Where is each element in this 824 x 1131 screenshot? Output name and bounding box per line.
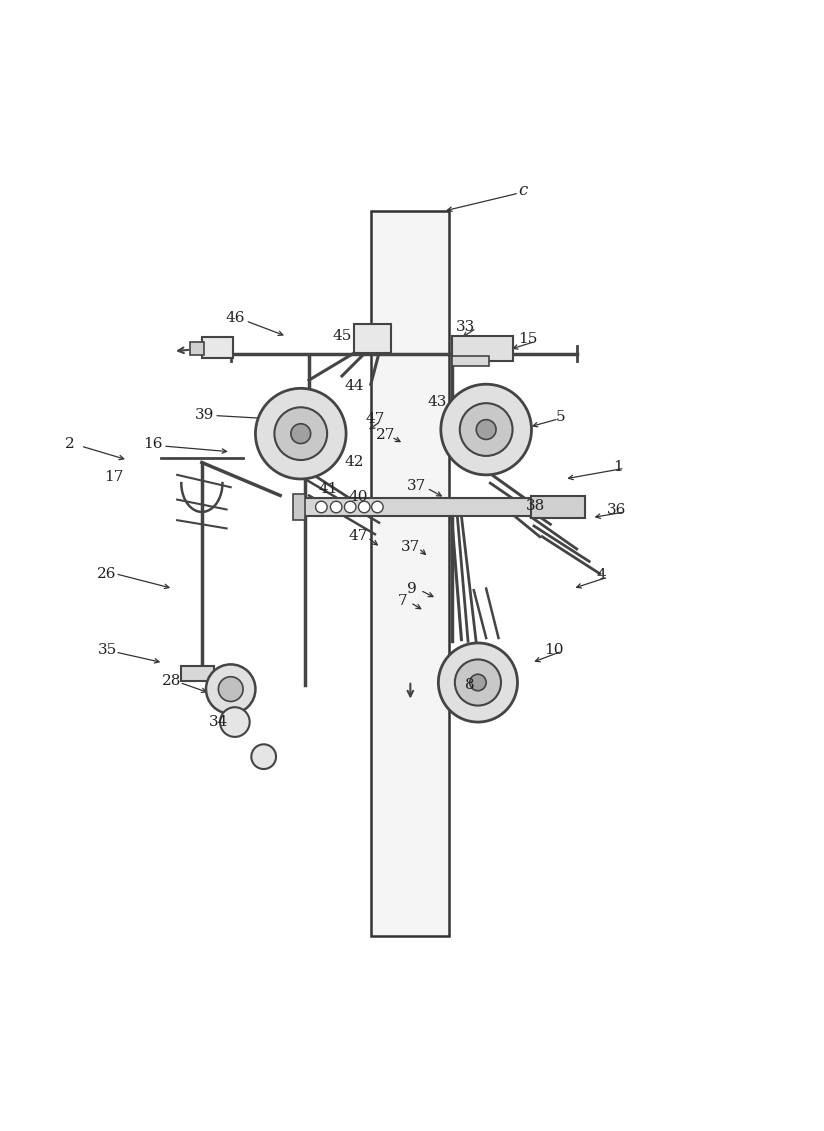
Text: 46: 46 (225, 311, 245, 326)
Circle shape (476, 420, 496, 440)
Bar (354, 325, 391, 353)
Bar (452, 356, 489, 366)
Text: 44: 44 (344, 379, 364, 392)
Text: 16: 16 (143, 437, 162, 450)
Circle shape (330, 501, 342, 512)
Text: 5: 5 (555, 411, 565, 424)
Text: 33: 33 (456, 320, 475, 334)
Text: 37: 37 (407, 480, 427, 493)
Circle shape (438, 642, 517, 722)
Text: 15: 15 (517, 331, 537, 346)
Bar (181, 666, 214, 681)
Circle shape (455, 659, 501, 706)
Text: 7: 7 (397, 594, 407, 608)
Circle shape (255, 388, 346, 480)
Bar (202, 337, 233, 357)
Text: 42: 42 (344, 456, 364, 469)
Circle shape (274, 407, 327, 460)
Text: 41: 41 (318, 482, 338, 495)
Bar (293, 494, 305, 520)
Circle shape (470, 674, 486, 691)
Text: 17: 17 (104, 469, 124, 484)
Text: 34: 34 (208, 715, 228, 729)
Text: 9: 9 (407, 581, 417, 596)
Text: c: c (518, 182, 528, 199)
Text: 45: 45 (332, 329, 352, 344)
Text: 39: 39 (194, 407, 214, 422)
Bar (452, 336, 513, 361)
Text: 28: 28 (162, 674, 181, 688)
Circle shape (251, 744, 276, 769)
Text: 4: 4 (597, 569, 606, 582)
Bar (371, 211, 449, 936)
Circle shape (218, 676, 243, 701)
Text: 1: 1 (613, 459, 623, 474)
Text: 47: 47 (349, 529, 368, 543)
Circle shape (291, 424, 311, 443)
Text: 37: 37 (400, 539, 420, 553)
Circle shape (358, 501, 370, 512)
Text: 35: 35 (97, 644, 117, 657)
Circle shape (316, 501, 327, 512)
Text: 8: 8 (465, 677, 475, 692)
Circle shape (344, 501, 356, 512)
Text: 36: 36 (606, 503, 626, 517)
Text: 2: 2 (65, 437, 75, 450)
Text: 38: 38 (526, 499, 545, 513)
Bar (531, 497, 585, 518)
Circle shape (441, 385, 531, 475)
Circle shape (220, 707, 250, 737)
Text: 26: 26 (97, 567, 117, 580)
Bar (297, 498, 577, 516)
Circle shape (372, 501, 383, 512)
Bar (190, 343, 204, 354)
Text: 47: 47 (365, 412, 385, 426)
Text: 40: 40 (349, 490, 368, 504)
Circle shape (460, 403, 513, 456)
Text: 10: 10 (544, 642, 564, 657)
Text: 43: 43 (427, 396, 447, 409)
Text: 27: 27 (376, 429, 396, 442)
Circle shape (206, 664, 255, 714)
